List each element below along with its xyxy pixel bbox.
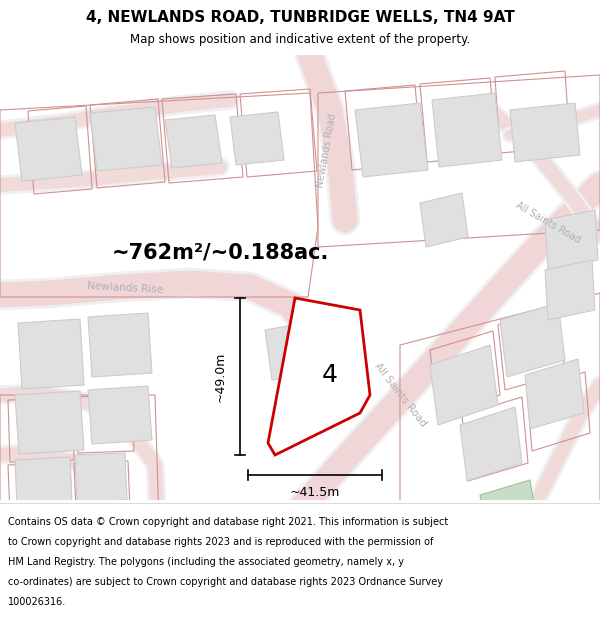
Polygon shape: [165, 115, 222, 168]
Polygon shape: [355, 103, 428, 177]
Text: 4, NEWLANDS ROAD, TUNBRIDGE WELLS, TN4 9AT: 4, NEWLANDS ROAD, TUNBRIDGE WELLS, TN4 9…: [86, 9, 514, 24]
Text: All Saints Road: All Saints Road: [514, 201, 582, 246]
Text: ~762m²/~0.188ac.: ~762m²/~0.188ac.: [112, 243, 329, 263]
Polygon shape: [525, 359, 584, 429]
Polygon shape: [15, 117, 82, 181]
Polygon shape: [545, 260, 595, 320]
Text: ~49.0m: ~49.0m: [214, 351, 227, 402]
Polygon shape: [18, 319, 84, 389]
Text: HM Land Registry. The polygons (including the associated geometry, namely x, y: HM Land Registry. The polygons (includin…: [8, 557, 404, 567]
Polygon shape: [15, 457, 72, 508]
Polygon shape: [480, 480, 538, 545]
Polygon shape: [430, 345, 498, 425]
Text: Newlands Road: Newlands Road: [316, 112, 338, 188]
Polygon shape: [545, 210, 598, 270]
Polygon shape: [265, 323, 312, 380]
Polygon shape: [510, 103, 580, 162]
Text: co-ordinates) are subject to Crown copyright and database rights 2023 Ordnance S: co-ordinates) are subject to Crown copyr…: [8, 577, 443, 587]
Polygon shape: [30, 507, 97, 555]
Text: Map shows position and indicative extent of the property.: Map shows position and indicative extent…: [130, 32, 470, 46]
Polygon shape: [432, 93, 502, 167]
Polygon shape: [420, 193, 468, 247]
Polygon shape: [90, 107, 162, 171]
Polygon shape: [75, 453, 127, 502]
Polygon shape: [230, 112, 284, 165]
Text: 100026316.: 100026316.: [8, 597, 66, 607]
Text: Contains OS data © Crown copyright and database right 2021. This information is : Contains OS data © Crown copyright and d…: [8, 517, 448, 527]
Text: 4: 4: [322, 363, 338, 387]
Polygon shape: [88, 386, 152, 444]
Polygon shape: [15, 391, 84, 454]
Text: All Saints Road: All Saints Road: [372, 361, 428, 429]
Polygon shape: [460, 407, 522, 481]
Text: ~41.5m: ~41.5m: [290, 486, 340, 499]
Text: to Crown copyright and database rights 2023 and is reproduced with the permissio: to Crown copyright and database rights 2…: [8, 537, 433, 547]
Polygon shape: [500, 303, 565, 377]
Polygon shape: [88, 313, 152, 377]
Text: Newlands Rise: Newlands Rise: [87, 281, 163, 295]
Polygon shape: [268, 298, 370, 455]
